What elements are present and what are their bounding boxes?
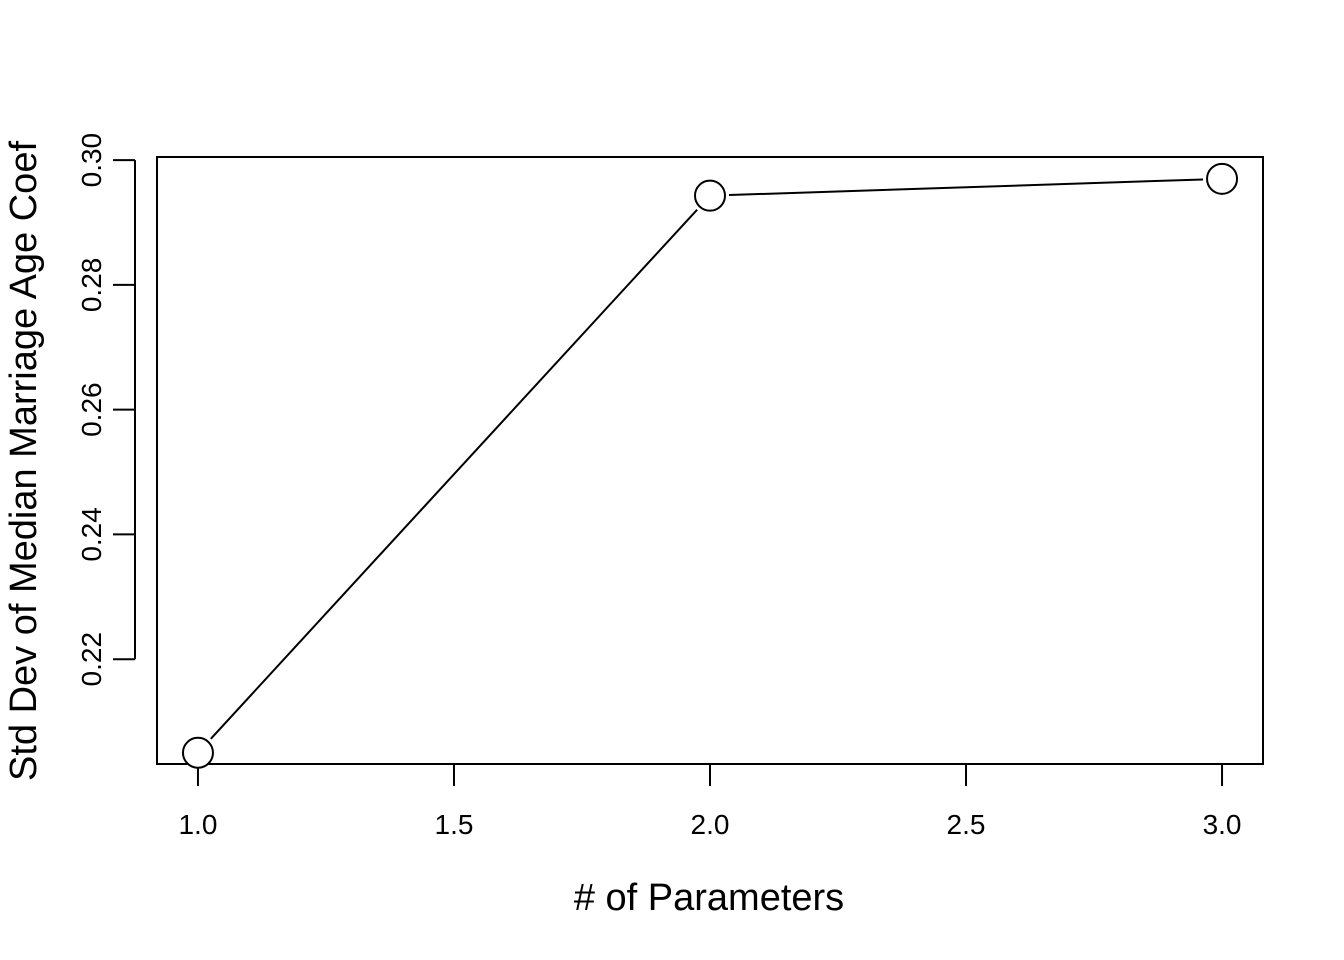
- y-tick-label: 0.26: [76, 382, 107, 437]
- data-point: [1206, 162, 1239, 195]
- x-tick-label: 2.5: [947, 809, 986, 840]
- series-line-segment: [728, 178, 1204, 197]
- x-axis-label: # of Parameters: [574, 877, 844, 919]
- y-tick-label: 0.28: [76, 258, 107, 313]
- x-tick-label: 1.0: [178, 809, 217, 840]
- x-tick-label: 2.0: [691, 809, 730, 840]
- y-axis-label: Std Dev of Median Marriage Age Coef: [3, 141, 45, 781]
- y-tick-label: 0.22: [76, 632, 107, 687]
- x-axis: 1.0 1.5 2.0 2.5 3.0: [178, 763, 1242, 840]
- y-axis: 0.22 0.24 0.26 0.28 0.30: [76, 133, 136, 687]
- x-tick-label: 1.5: [435, 809, 474, 840]
- series-line-segment: [210, 208, 698, 740]
- y-tick-label: 0.30: [76, 133, 107, 188]
- data-point: [181, 736, 214, 769]
- y-tick-label: 0.24: [76, 507, 107, 562]
- series-layer: [181, 162, 1239, 769]
- x-tick-label: 3.0: [1203, 809, 1242, 840]
- data-point: [694, 179, 726, 212]
- plot-frame: [156, 156, 1264, 765]
